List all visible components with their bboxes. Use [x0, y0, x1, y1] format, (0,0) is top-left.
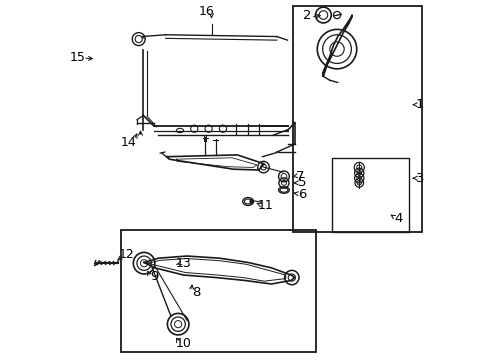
Circle shape — [249, 200, 253, 203]
Text: 13: 13 — [175, 257, 191, 270]
Text: 8: 8 — [191, 286, 200, 299]
Text: 6: 6 — [297, 188, 305, 201]
Bar — [332, 158, 408, 232]
Bar — [121, 230, 316, 352]
Text: 4: 4 — [394, 212, 402, 225]
Text: 1: 1 — [415, 98, 424, 111]
Text: 10: 10 — [175, 337, 191, 350]
Text: 11: 11 — [257, 199, 273, 212]
Text: 15: 15 — [70, 51, 85, 64]
Bar — [292, 6, 421, 232]
Text: 5: 5 — [297, 176, 305, 189]
Text: 3: 3 — [415, 172, 424, 185]
Text: 9: 9 — [150, 270, 158, 283]
Text: 16: 16 — [199, 5, 214, 18]
Text: 12: 12 — [118, 248, 134, 261]
Text: 2: 2 — [303, 9, 311, 22]
Text: 7: 7 — [295, 170, 304, 183]
Text: 14: 14 — [121, 136, 137, 149]
